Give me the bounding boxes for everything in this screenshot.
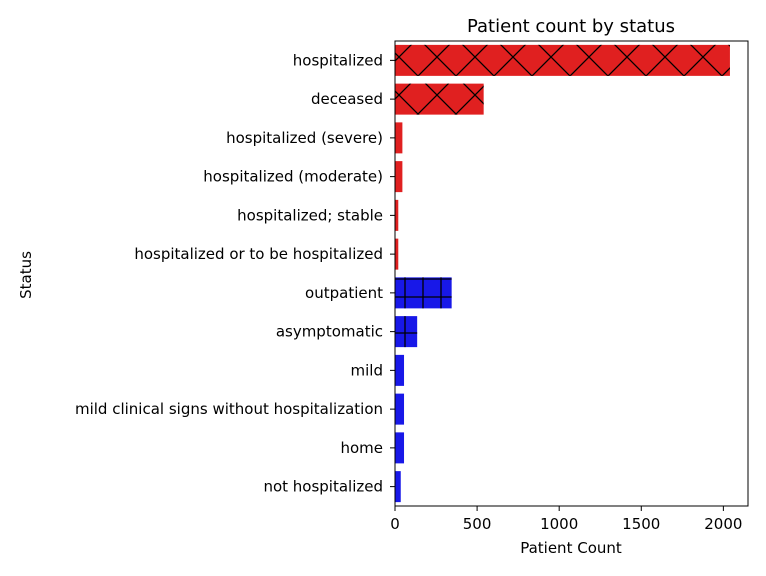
bar-hatch-asymptomatic: [395, 316, 418, 348]
bar-hospitalized-or-to-be-hospitalized: [395, 238, 399, 270]
x-axis-ticks: 0 500 1000 1500 2000: [390, 506, 742, 533]
y-tick-label: asymptomatic: [276, 323, 383, 341]
y-tick-label: deceased: [311, 90, 383, 108]
y-tick-label: hospitalized; stable: [237, 206, 383, 224]
x-tick-label: 500: [463, 515, 492, 533]
bar-hospitalized-severe: [395, 122, 403, 154]
bars-group: [395, 44, 730, 503]
x-tick-label: 0: [390, 515, 400, 533]
bar-hospitalized-moderate: [395, 161, 403, 193]
bar-not-hospitalized: [395, 471, 401, 503]
bar-home: [395, 432, 405, 464]
bar-hospitalized-stable: [395, 199, 399, 231]
bar-mild-clinical-signs-without-hospitalization: [395, 393, 405, 425]
y-tick-label: hospitalized or to be hospitalized: [134, 245, 383, 263]
y-tick-label: hospitalized: [293, 51, 383, 69]
y-tick-label: not hospitalized: [263, 478, 383, 496]
y-tick-label: home: [340, 439, 383, 457]
y-tick-label: hospitalized (severe): [226, 129, 383, 147]
bar-mild: [395, 354, 405, 386]
y-tick-label: outpatient: [305, 284, 383, 302]
x-tick-label: 2000: [704, 515, 742, 533]
x-axis-label: Patient Count: [520, 539, 622, 557]
y-axis-ticks: hospitalized deceased hospitalized (severe…: [75, 51, 395, 496]
x-tick-label: 1000: [540, 515, 578, 533]
y-tick-label: hospitalized (moderate): [203, 168, 383, 186]
bar-hatch-deceased: [395, 83, 484, 115]
y-axis-label: Status: [17, 251, 35, 299]
bar-hatch-outpatient: [395, 277, 452, 309]
y-tick-label: mild: [351, 361, 383, 379]
bar-hatch-hospitalized: [395, 44, 730, 76]
chart-title: Patient count by status: [467, 16, 675, 37]
x-tick-label: 1500: [622, 515, 660, 533]
plot-frame: [394, 40, 749, 507]
y-tick-label: mild clinical signs without hospitalizat…: [75, 400, 383, 418]
